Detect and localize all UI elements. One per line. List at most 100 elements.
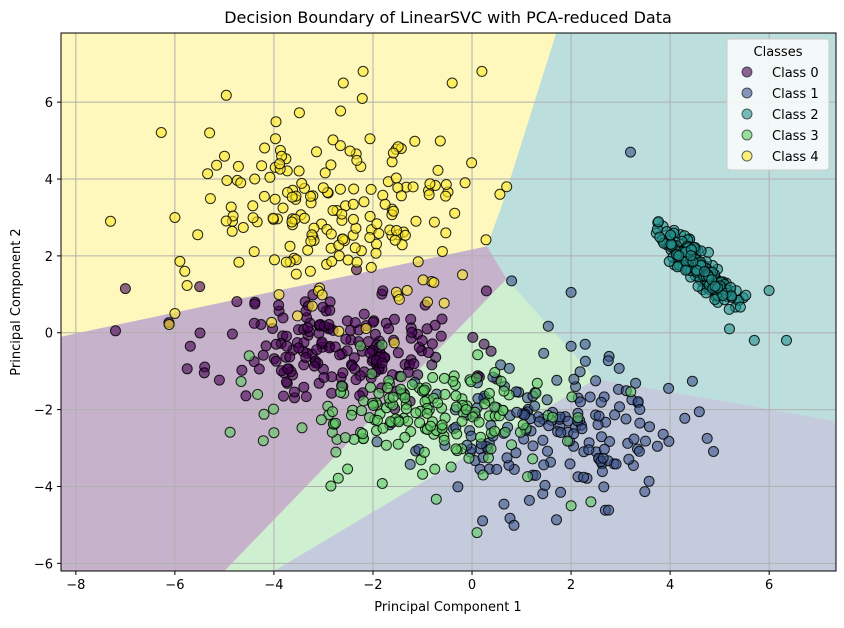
data-point [349,242,361,254]
data-point [330,417,341,429]
data-point [685,250,697,262]
data-point [302,322,314,334]
data-point [418,446,430,458]
data-point [373,228,385,239]
data-point [358,395,369,407]
data-point [503,362,515,374]
data-point [423,189,435,201]
data-point [305,190,316,202]
data-point [349,363,361,375]
data-point [323,319,335,330]
data-point [422,296,433,308]
data-point [643,475,655,487]
data-point [596,466,608,478]
data-point [119,283,131,295]
data-point [463,452,475,464]
data-point [565,286,577,298]
data-point [257,435,269,447]
data-point [640,435,651,447]
data-point [625,386,637,398]
data-point [421,407,433,419]
data-point [610,458,622,470]
data-point [763,285,775,296]
data-point [414,417,426,429]
data-point [693,406,705,418]
data-point [268,403,279,415]
data-point [495,375,507,387]
data-point [628,433,640,445]
x-tick-label: −6 [165,578,184,593]
data-point [494,188,506,200]
series-class-2 [650,216,792,346]
data-point [445,461,457,473]
data-point [387,147,399,159]
data-point [465,430,477,442]
data-point [387,391,399,403]
data-point [410,407,422,419]
data-point [334,349,346,361]
data-point [342,463,354,475]
data-point [436,246,448,257]
data-point [679,412,691,424]
data-point [163,319,175,330]
data-point [478,338,490,350]
data-point [300,352,312,363]
data-point [653,216,664,228]
data-point [673,250,685,262]
data-point [194,281,206,293]
data-point [508,519,520,531]
data-point [174,255,186,267]
data-point [296,177,308,189]
data-point [169,212,181,223]
data-point [240,390,252,402]
data-point [316,289,328,301]
data-point [365,261,377,273]
data-point [409,135,421,147]
data-point [555,427,567,438]
data-point [346,409,357,421]
data-point [574,366,586,378]
data-point [485,345,497,357]
data-point [511,406,523,418]
data-point [357,65,369,77]
data-point [311,146,322,158]
data-point [354,340,366,352]
data-point [568,428,580,440]
data-point [319,167,331,179]
data-point [395,383,407,395]
data-point [440,227,452,239]
data-point [523,494,535,506]
data-point [584,391,596,403]
data-point [318,372,330,383]
data-point [292,310,303,322]
data-point [576,423,588,435]
data-point [349,317,361,329]
data-point [541,394,553,406]
data-point [379,198,391,210]
data-point [392,438,404,450]
data-point [249,173,261,185]
data-point [475,431,486,443]
data-point [356,93,368,104]
data-point [408,358,420,370]
data-point [404,458,416,470]
data-point [273,299,285,311]
data-point [326,256,338,267]
data-point [501,452,513,464]
data-point [270,116,282,128]
data-point [439,388,451,400]
legend-label: Class 2 [772,108,819,123]
data-point [596,431,607,443]
data-point [472,349,484,361]
legend-marker [741,108,753,120]
data-point [506,275,518,287]
data-point [266,316,278,328]
data-point [192,229,204,241]
data-point [566,391,578,403]
data-point [198,367,210,379]
data-point [252,388,264,400]
data-point [620,413,632,425]
data-point [665,238,677,250]
data-point [364,210,376,222]
data-point [395,371,407,383]
